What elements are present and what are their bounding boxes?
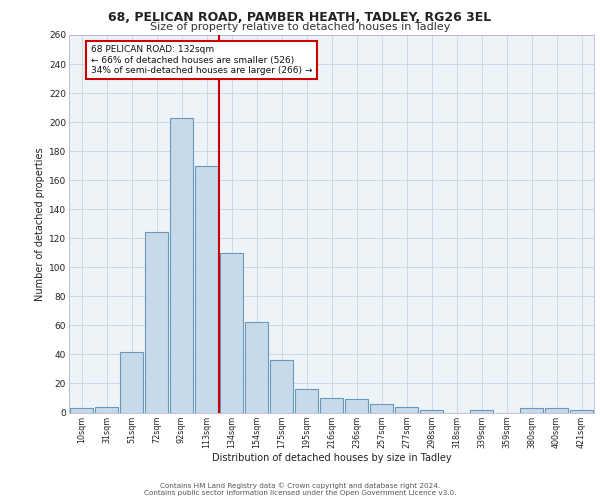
Bar (395, 406, 418, 412)
Bar (520, 408, 543, 412)
Bar (220, 253, 243, 412)
Text: 68, PELICAN ROAD, PAMBER HEATH, TADLEY, RG26 3EL: 68, PELICAN ROAD, PAMBER HEATH, TADLEY, … (109, 11, 491, 24)
Bar (195, 166, 218, 412)
Bar (370, 404, 393, 412)
Bar (570, 410, 593, 412)
Bar (345, 400, 368, 412)
Bar (295, 390, 318, 412)
Y-axis label: Number of detached properties: Number of detached properties (35, 147, 45, 300)
Bar (320, 398, 343, 412)
Bar (170, 118, 193, 412)
Bar (270, 360, 293, 412)
Bar (245, 322, 268, 412)
Bar (95, 406, 118, 412)
Bar (420, 410, 443, 412)
Text: Contains HM Land Registry data © Crown copyright and database right 2024.: Contains HM Land Registry data © Crown c… (160, 482, 440, 489)
X-axis label: Distribution of detached houses by size in Tadley: Distribution of detached houses by size … (212, 454, 451, 464)
Bar (545, 408, 568, 412)
Bar (145, 232, 168, 412)
Text: Contains public sector information licensed under the Open Government Licence v3: Contains public sector information licen… (144, 490, 456, 496)
Bar (120, 352, 143, 412)
Text: Size of property relative to detached houses in Tadley: Size of property relative to detached ho… (150, 22, 450, 32)
Bar (70, 408, 93, 412)
Text: 68 PELICAN ROAD: 132sqm
← 66% of detached houses are smaller (526)
34% of semi-d: 68 PELICAN ROAD: 132sqm ← 66% of detache… (91, 45, 313, 75)
Bar (470, 410, 493, 412)
